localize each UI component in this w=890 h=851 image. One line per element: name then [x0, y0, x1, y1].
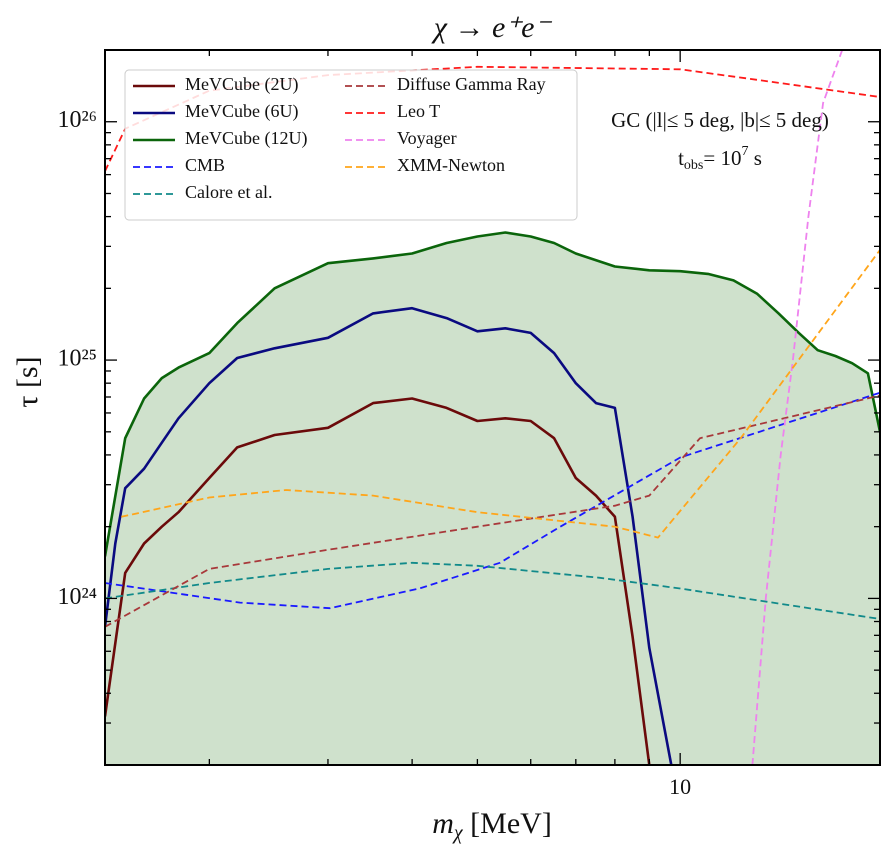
legend-label: MeVCube (12U): [185, 128, 307, 149]
y-tick-label: 10²⁶: [57, 107, 97, 133]
legend-box: [124, 69, 578, 221]
plot-frame: [104, 49, 881, 766]
y-tick-label: 10²⁴: [57, 584, 97, 610]
annotation-sup: 7: [741, 144, 748, 159]
x-label-symbol: m: [432, 807, 454, 840]
series-line: [105, 231, 880, 557]
annotation-part: t: [678, 146, 684, 170]
annotation-sub: obs: [684, 158, 703, 173]
legend-label: MeVCube (2U): [185, 74, 298, 95]
series-line: [105, 397, 651, 765]
legend-label: Diffuse Gamma Ray: [397, 74, 546, 94]
x-tick-label: 10: [669, 774, 691, 799]
series-line: [105, 561, 880, 620]
chart-title: χ → e⁺e⁻: [431, 11, 553, 44]
lines: [105, 50, 880, 765]
fills: [105, 232, 880, 765]
legend-label: Leo T: [397, 101, 440, 121]
legend-label: MeVCube (6U): [185, 101, 298, 122]
y-tick-label: 10²⁵: [57, 346, 97, 372]
y-axis-label: τ [s]: [11, 356, 44, 407]
legend-label: XMM-Newton: [397, 155, 505, 175]
series-line: [121, 249, 880, 539]
legend-label: CMB: [185, 155, 225, 175]
series-line: [105, 394, 880, 628]
x-label-unit: [MeV]: [463, 807, 552, 840]
annotation: tobs= 107 s: [678, 144, 762, 173]
x-axis-label: mχ [MeV]: [432, 807, 552, 844]
legend-label: Voyager: [397, 128, 457, 148]
annotation: GC (|l|≤ 5 deg, |b|≤ 5 deg): [611, 108, 829, 132]
series-line: [751, 50, 844, 765]
series-line: [105, 391, 880, 610]
area: [105, 232, 880, 765]
annotation-part: = 10: [703, 146, 741, 170]
x-label-sub: χ: [452, 822, 464, 844]
annotation-part: s: [748, 146, 761, 170]
legend: MeVCube (2U) MeVCube (6U) MeVCube (12U) CMB…: [124, 69, 578, 221]
series-line: [105, 306, 673, 765]
legend-label: Calore et al.: [185, 182, 272, 202]
